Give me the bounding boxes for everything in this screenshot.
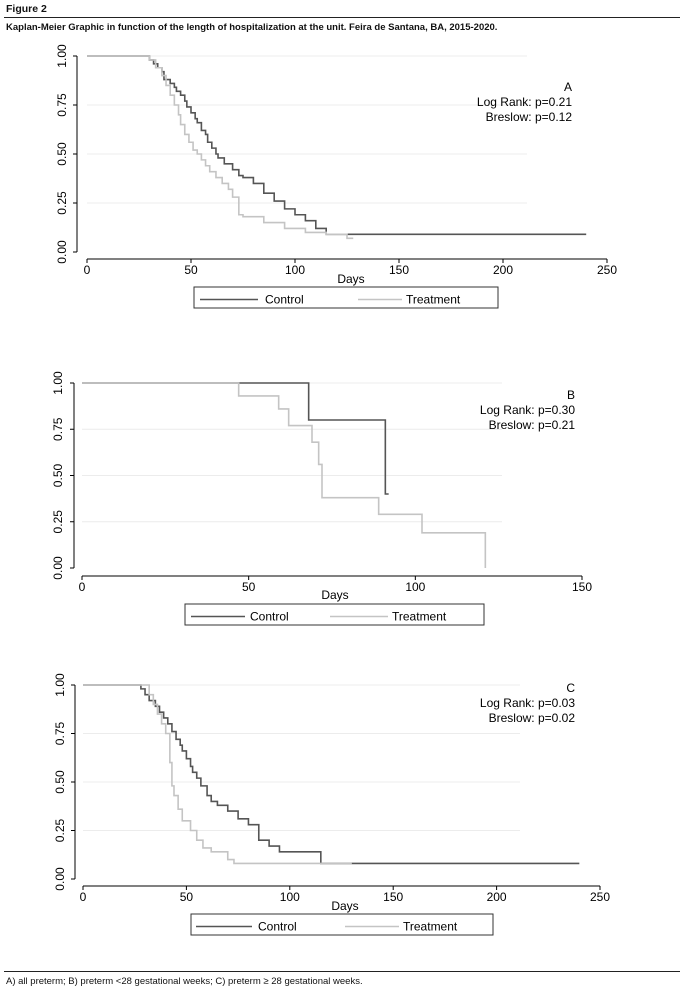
x-tick-label: 150 xyxy=(389,263,409,277)
legend-label-treatment: Treatment xyxy=(403,920,458,934)
x-tick-label: 100 xyxy=(285,263,305,277)
x-tick-label: 50 xyxy=(180,890,194,904)
panel-label: A xyxy=(564,80,572,94)
y-tick-label: 0.00 xyxy=(53,867,67,891)
breslow-label: Breslow: p=0.12 xyxy=(486,110,573,124)
y-tick-label: 1.00 xyxy=(51,371,65,395)
legend-box xyxy=(193,286,499,309)
figure-footnote: A) all preterm; B) preterm <28 gestation… xyxy=(6,976,363,987)
y-tick-label: 1.00 xyxy=(53,673,67,697)
x-tick-label: 200 xyxy=(487,890,507,904)
x-axis-label: Days xyxy=(321,588,348,602)
x-axis-label: Days xyxy=(337,272,364,286)
legend-label-treatment: Treatment xyxy=(392,610,447,624)
y-tick-label: 0.50 xyxy=(55,142,69,166)
header-rule xyxy=(4,17,680,18)
km-curve-control xyxy=(87,55,587,236)
panel-label: C xyxy=(566,681,575,695)
x-tick-label: 100 xyxy=(405,580,425,594)
x-tick-label: 100 xyxy=(280,890,300,904)
x-tick-label: 0 xyxy=(79,580,86,594)
y-tick-label: 0.75 xyxy=(51,417,65,441)
y-tick-label: 1.00 xyxy=(55,44,69,68)
log-rank-label: Log Rank: p=0.21 xyxy=(477,95,572,109)
breslow-label: Breslow: p=0.02 xyxy=(489,711,576,725)
log-rank-label: Log Rank: p=0.03 xyxy=(480,696,575,710)
y-tick-label: 0.75 xyxy=(53,721,67,745)
y-tick-label: 0.25 xyxy=(51,510,65,534)
km-curve-treatment xyxy=(87,55,354,240)
x-tick-label: 150 xyxy=(572,580,592,594)
panel-label: B xyxy=(567,388,575,402)
y-tick-label: 0.75 xyxy=(55,93,69,117)
y-tick-label: 0.25 xyxy=(55,191,69,215)
legend-box xyxy=(184,603,485,626)
legend-box xyxy=(190,913,494,936)
x-tick-label: 0 xyxy=(84,263,91,277)
log-rank-label: Log Rank: p=0.30 xyxy=(480,403,575,417)
km-panel-a: 0.00 0.25 0.50 0.75 1.00 0 50 100 150 200 250 Days A… xyxy=(55,44,617,309)
km-curve-control xyxy=(83,684,580,865)
x-tick-label: 0 xyxy=(80,890,87,904)
x-tick-label: 50 xyxy=(242,580,256,594)
km-panel-c: 0.00 0.25 0.50 0.75 1.00 0 50 100 150 200 250 Days C… xyxy=(53,673,610,936)
x-tick-label: 150 xyxy=(383,890,403,904)
x-tick-label: 250 xyxy=(590,890,610,904)
x-axis-label: Days xyxy=(331,899,358,913)
legend-label-control: Control xyxy=(258,920,297,934)
figure-label: Figure 2 xyxy=(6,3,47,15)
legend-label-treatment: Treatment xyxy=(406,293,461,307)
y-tick-label: 0.25 xyxy=(53,818,67,842)
km-curve-treatment xyxy=(83,684,352,865)
x-tick-label: 250 xyxy=(597,263,617,277)
figure-caption: Kaplan-Meier Graphic in function of the … xyxy=(6,22,498,33)
y-tick-label: 0.00 xyxy=(55,240,69,264)
x-tick-label: 200 xyxy=(493,263,513,277)
legend-label-control: Control xyxy=(265,293,304,307)
y-tick-label: 0.50 xyxy=(53,770,67,794)
km-curve-control xyxy=(82,382,389,495)
km-curve-treatment xyxy=(82,382,487,568)
y-tick-label: 0.50 xyxy=(51,463,65,487)
y-tick-label: 0.00 xyxy=(51,556,65,580)
footer-rule xyxy=(4,971,680,972)
x-tick-label: 50 xyxy=(184,263,198,277)
breslow-label: Breslow: p=0.21 xyxy=(489,418,576,432)
legend-label-control: Control xyxy=(250,610,289,624)
